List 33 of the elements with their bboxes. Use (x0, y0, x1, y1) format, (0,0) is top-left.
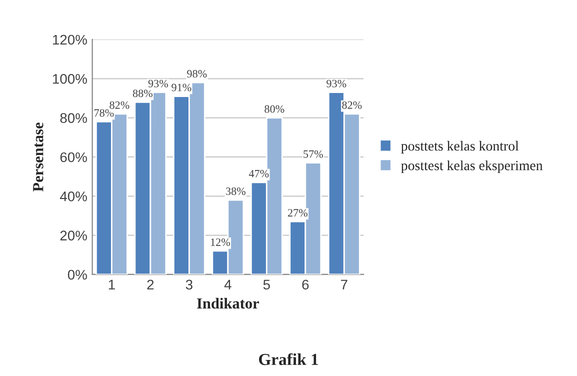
data-label: 47% (248, 170, 269, 178)
y-tick-label: 100% (52, 74, 87, 84)
y-axis-title: Persentase (33, 122, 44, 192)
legend-label: posttets kelas kontrol (401, 140, 519, 154)
x-tick-label: 4 (224, 280, 232, 290)
data-label: 78% (94, 109, 114, 117)
data-label: 91% (172, 84, 192, 92)
y-tick-label: 80% (60, 113, 87, 123)
data-label: 57% (304, 150, 323, 158)
data-label: 38% (226, 188, 246, 196)
x-tick-label: 7 (340, 280, 348, 290)
data-label: 82% (110, 101, 130, 109)
data-label: 93% (326, 80, 346, 88)
y-tick-label: 60% (60, 152, 87, 162)
y-tick-label: 40% (60, 191, 87, 202)
data-label: 98% (187, 70, 207, 78)
x-tick-label: 2 (147, 280, 154, 290)
data-label: 12% (210, 238, 230, 246)
data-label: 80% (264, 105, 284, 113)
y-tick-label: 0% (68, 270, 87, 280)
text: Grafik 1 (258, 353, 318, 366)
y-tick-label: 20% (60, 230, 87, 240)
data-label: 82% (342, 101, 362, 109)
x-tick-label: 1 (108, 280, 115, 290)
legend-label: posttest kelas eksperimen (401, 160, 543, 174)
data-label: 93% (148, 80, 168, 88)
x-tick-label: 3 (186, 280, 192, 290)
data-label: 27% (288, 209, 308, 217)
x-axis-title: Indikator (197, 298, 259, 309)
x-tick-label: 5 (263, 280, 270, 290)
x-tick-label: 6 (302, 280, 309, 290)
data-label: 88% (132, 90, 152, 98)
y-tick-label: 120% (52, 34, 87, 45)
